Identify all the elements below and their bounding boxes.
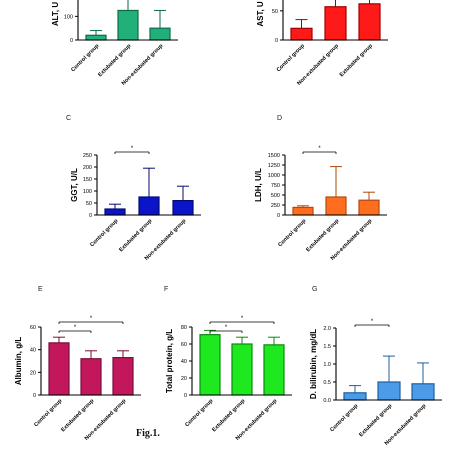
chart-panel-d: 0 250 500 750 1000 1250 1500 LDH, U/L Control gr… (254, 146, 387, 262)
x-tick-label: Control group (277, 218, 308, 249)
figure-caption: Fig.1. (136, 428, 160, 439)
y-tick-label: 80 (181, 325, 187, 331)
y-tick-label: 1.5 (323, 344, 331, 350)
panel-label-e: E (38, 286, 43, 293)
panel-label-f: F (164, 286, 169, 293)
x-tick-label: Control group (70, 43, 101, 74)
y-axis-label: Albumin, g/L (14, 337, 23, 386)
x-tick-label: Extubated group (305, 218, 341, 254)
y-tick-label: 100 (64, 14, 73, 20)
y-tick-label: 20 (30, 370, 36, 376)
significance-star: * (74, 325, 77, 331)
significance-star: * (225, 325, 228, 331)
y-tick-label: 40 (181, 359, 187, 365)
x-tick-label: Extubated group (118, 218, 154, 254)
y-axis-label: LDH, U/L (254, 168, 263, 202)
y-tick-label: 0.0 (323, 398, 331, 404)
bar (85, 34, 107, 41)
y-tick-label: 50 (86, 201, 92, 207)
chart-panel-g: 0.0 0.5 1.0 1.5 2.0 D. bilirubin, mg/dL Contro… (309, 319, 442, 447)
y-tick-label: 2.0 (323, 326, 331, 332)
x-tick-label: Control group (33, 398, 64, 429)
chart-panel-c: 0 50 100 150 200 250 GGT, U/L Control groupExtu… (70, 146, 201, 262)
y-tick-label: 0 (275, 38, 278, 44)
bar (117, 9, 139, 41)
bar (343, 392, 367, 401)
x-tick-label: Extubated group (97, 43, 133, 79)
bar (138, 196, 160, 216)
significance-star: * (241, 316, 244, 322)
x-tick-label: Extubated group (211, 398, 247, 434)
bar (231, 343, 253, 396)
bar (377, 381, 401, 401)
bar (48, 342, 70, 396)
y-tick-label: 0.5 (323, 380, 331, 386)
y-tick-label: 1.0 (323, 362, 331, 368)
y-axis-label: Total protein, g/L (165, 329, 174, 393)
bar (172, 200, 194, 216)
bar (325, 196, 347, 216)
bar (358, 3, 381, 41)
x-tick-label: Control group (329, 403, 360, 434)
x-tick-label: Control group (276, 43, 307, 74)
y-tick-label: 1500 (268, 153, 280, 159)
y-tick-label: 60 (181, 342, 187, 348)
y-tick-label: 150 (83, 177, 92, 183)
y-tick-label: 60 (30, 325, 36, 331)
y-axis-label: GGT, U/L (70, 168, 79, 202)
x-tick-label: Extubated group (358, 403, 394, 439)
significance-star: * (131, 146, 134, 152)
bar (80, 358, 102, 396)
bar (112, 357, 134, 396)
bar (358, 199, 380, 216)
y-tick-label: 0 (277, 213, 280, 219)
y-tick-label: 0 (33, 393, 36, 399)
bar (104, 208, 126, 216)
significance-star: * (90, 316, 93, 322)
bar (263, 344, 285, 396)
bar (411, 383, 435, 401)
bar (290, 27, 313, 41)
panel-label-g: G (312, 286, 318, 293)
y-tick-label: 250 (83, 153, 92, 159)
y-tick-label: 50 (272, 9, 278, 15)
x-tick-label: Control group (89, 218, 120, 249)
bar (324, 6, 347, 41)
panel-label-d: D (277, 115, 283, 122)
y-axis-label: ALT, U (51, 2, 60, 27)
x-tick-label: Extubated group (60, 398, 96, 434)
bar (199, 334, 221, 396)
chart-panel-f: 0 20 40 60 80 Total protein, g/L Control group… (165, 316, 292, 442)
y-tick-label: 500 (271, 193, 280, 199)
y-tick-label: 0 (70, 38, 73, 44)
x-tick-label: Extubated group (339, 43, 375, 79)
y-tick-label: 20 (181, 376, 187, 382)
bar (149, 27, 171, 41)
bar (292, 206, 314, 216)
significance-star: * (371, 319, 374, 325)
y-tick-label: 200 (83, 165, 92, 171)
panel-label-c: C (66, 115, 72, 122)
y-tick-label: 40 (30, 348, 36, 354)
y-tick-label: 0 (184, 393, 187, 399)
chart-panel-e: 0 20 40 60 Albumin, g/L Control groupExtubate… (14, 316, 141, 442)
significance-star: * (318, 146, 321, 152)
y-axis-label: D. bilirubin, mg/dL (309, 329, 318, 399)
y-tick-label: 1000 (268, 173, 280, 179)
x-tick-label: Control group (184, 398, 215, 429)
y-tick-label: 0 (89, 213, 92, 219)
y-tick-label: 750 (271, 183, 280, 189)
y-tick-label: 100 (83, 189, 92, 195)
y-tick-label: 1250 (268, 163, 280, 169)
y-axis-label: AST, U (256, 1, 265, 27)
y-tick-label: 250 (271, 203, 280, 209)
